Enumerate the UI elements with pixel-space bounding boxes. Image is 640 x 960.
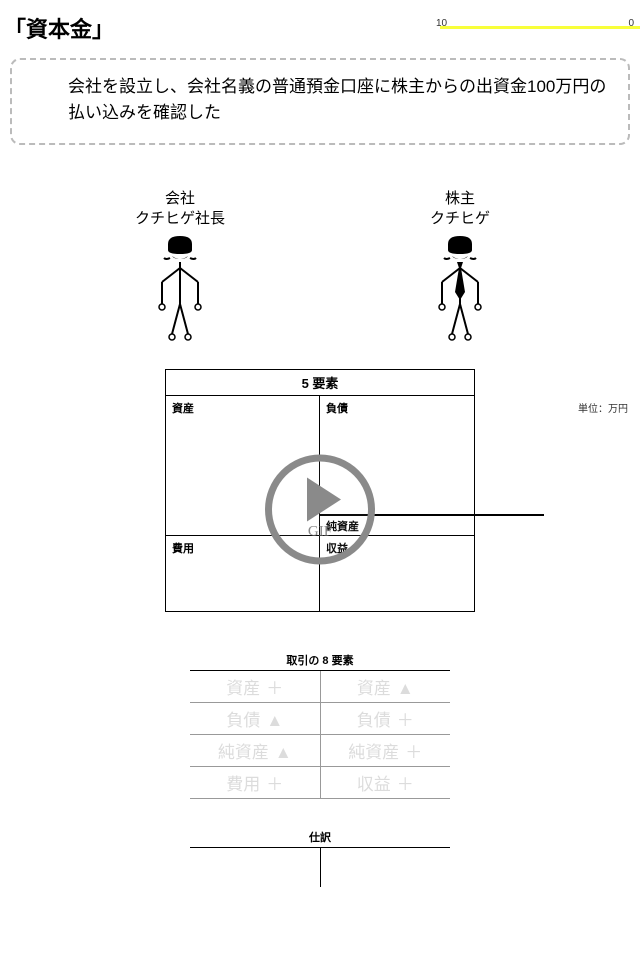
eight-elements-table: 資産＋資産▲負債▲負債＋純資産▲純資産＋費用＋収益＋ xyxy=(190,670,450,799)
eight-cell-left: 純資産▲ xyxy=(190,735,321,766)
journal-section: 仕訳 xyxy=(190,829,450,887)
eight-elements-title: 取引の 8 要素 xyxy=(190,652,450,670)
eight-cell-right: 負債＋ xyxy=(321,703,451,734)
eight-cell-left: 費用＋ xyxy=(190,767,321,798)
figure-shareholder-line2: クチヒゲ xyxy=(430,210,490,227)
figure-company-label: 会社 クチヒゲ社長 xyxy=(110,189,250,228)
five-elements-title: 5 要素 xyxy=(166,370,474,396)
gif-label: GIF xyxy=(308,524,332,541)
play-button[interactable]: GIF xyxy=(265,454,375,564)
stick-figure-company xyxy=(150,234,210,344)
eight-row: 負債▲負債＋ xyxy=(190,703,450,735)
journal-title: 仕訳 xyxy=(190,829,450,847)
eight-cell-right: 収益＋ xyxy=(321,767,451,798)
figure-shareholder-label: 株主 クチヒゲ xyxy=(390,189,530,228)
figure-company-line1: 会社 xyxy=(165,190,195,207)
eight-elements: 取引の 8 要素 資産＋資産▲負債▲負債＋純資産▲純資産＋費用＋収益＋ xyxy=(190,652,450,799)
five-elements-box: 5 要素 資産 負債 費用 収益 純資産 GIF xyxy=(165,369,475,612)
description-box: 会社を設立し、会社名義の普通預金口座に株主からの出資金100万円の払い込みを確認… xyxy=(10,58,630,145)
figure-shareholder: 株主 クチヒゲ xyxy=(390,189,530,349)
eight-cell-left: 資産＋ xyxy=(190,671,321,702)
eight-row: 資産＋資産▲ xyxy=(190,671,450,703)
play-icon xyxy=(307,478,341,522)
eight-row: 純資産▲純資産＋ xyxy=(190,735,450,767)
figures-row: 会社 クチヒゲ社長 株主 クチヒ xyxy=(0,189,640,349)
ruler-left-label: 10 xyxy=(436,18,447,29)
progress-ruler: 10 0 xyxy=(440,16,640,30)
stick-figure-shareholder xyxy=(430,234,490,344)
ruler-line xyxy=(440,26,640,29)
unit-label: 単位：万円 xyxy=(578,400,628,415)
figure-company: 会社 クチヒゲ社長 xyxy=(110,189,250,349)
figure-shareholder-line1: 株主 xyxy=(445,190,475,207)
journal-t-account xyxy=(190,847,450,887)
eight-cell-left: 負債▲ xyxy=(190,703,321,734)
figure-company-line2: クチヒゲ社長 xyxy=(135,210,225,227)
page-title: 「資本金」 xyxy=(4,12,114,44)
eight-cell-right: 資産▲ xyxy=(321,671,451,702)
eight-cell-right: 純資産＋ xyxy=(321,735,451,766)
eight-row: 費用＋収益＋ xyxy=(190,767,450,799)
ruler-right-label: 0 xyxy=(628,18,634,29)
